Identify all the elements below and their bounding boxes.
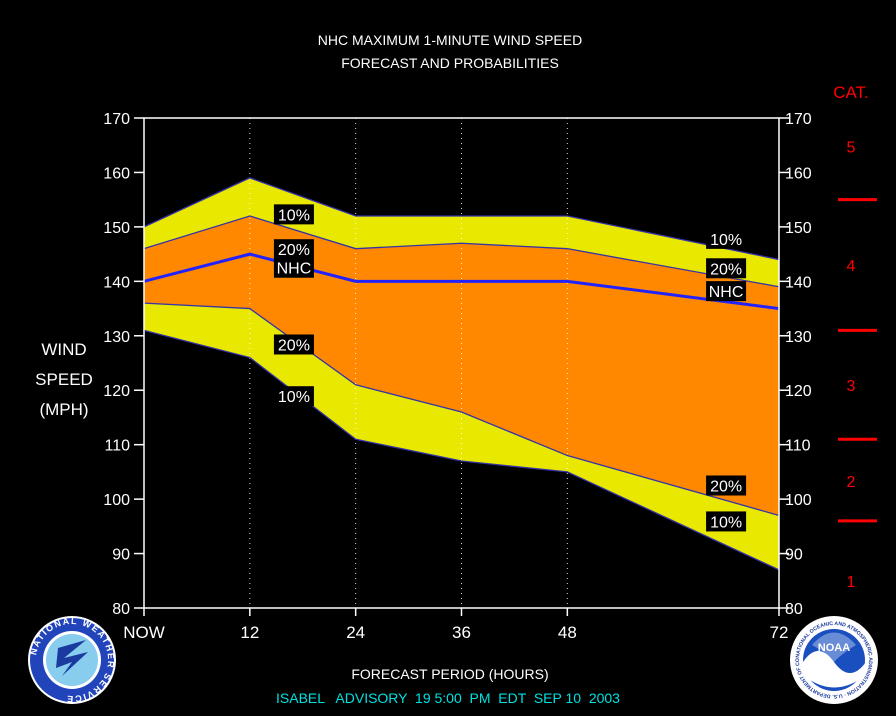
y-tick-label-left-160: 160 (103, 165, 130, 182)
y-tick-label-left-140: 140 (103, 274, 130, 291)
x-tick-label-12: 12 (240, 623, 259, 642)
series-label-text-3: 20% (278, 337, 310, 354)
category-scale: CAT. 1 2 3 4 5 (833, 83, 877, 591)
series-label-box-2 (273, 257, 314, 278)
series-label-box-9 (706, 511, 747, 532)
y-axis-label-line-1: WIND (41, 340, 86, 359)
series-label-box-8 (706, 475, 747, 496)
series-label-text-6: 20% (710, 261, 742, 278)
series-label-text-9: 10% (710, 514, 742, 531)
series-line-3 (143, 302, 780, 517)
x-tick-label-48: 48 (558, 623, 577, 642)
y-tick-label-right-90: 90 (785, 547, 803, 564)
y-tick-label-right-160: 160 (785, 165, 812, 182)
y-tick-label-left-100: 100 (103, 492, 130, 509)
series-label-5: 10% (706, 228, 747, 249)
plot-area: 10% 20% NHC 20% 10% 10% 20% NHC 20% 10% (143, 118, 780, 608)
advisory-line: ISABEL ADVISORY 19 5:00 PM EDT SEP 10 20… (276, 690, 620, 706)
series-label-box-4 (273, 386, 314, 407)
category-label-4: 4 (847, 258, 856, 275)
series-label-box-7 (706, 281, 747, 302)
y-tick-label-left-170: 170 (103, 111, 130, 128)
series-label-text-4: 10% (278, 389, 310, 406)
series-label-4: 10% (273, 386, 314, 407)
series-label-box-5 (706, 228, 747, 249)
category-label-5: 5 (847, 139, 856, 156)
series-label-box-0 (273, 204, 314, 225)
y-tick-label-right-120: 120 (785, 383, 812, 400)
series-label-box-6 (706, 258, 747, 279)
y-tick-label-right-130: 130 (785, 329, 812, 346)
band-inner-20-20 (144, 216, 779, 516)
series-label-1: 20% (273, 239, 314, 260)
series-label-0: 10% (273, 204, 314, 225)
y-tick-label-right-80: 80 (785, 601, 803, 618)
series-label-text-7: NHC (709, 284, 744, 301)
y-tick-label-left-80: 80 (112, 601, 130, 618)
category-label-3: 3 (847, 378, 856, 395)
y-tick-label-left-130: 130 (103, 329, 130, 346)
y-tick-label-left-150: 150 (103, 220, 130, 237)
series-line-1 (143, 215, 780, 288)
series-label-6: 20% (706, 258, 747, 279)
series-label-text-5: 10% (710, 232, 742, 249)
y-axis-label-line-2: SPEED (35, 370, 93, 389)
y-tick-label-left-90: 90 (112, 547, 130, 564)
y-tick-label-right-100: 100 (785, 492, 812, 509)
series-label-text-8: 20% (710, 479, 742, 496)
band-lower-20-10 (144, 303, 779, 570)
noaa-logo-text: NOAA (818, 642, 850, 654)
series-label-box-1 (273, 239, 314, 260)
nws-logo: NATIONAL WEATHER SERVICE (28, 616, 116, 704)
series-line-2 (143, 252, 780, 311)
series-line-4 (143, 329, 780, 571)
category-label-1: 1 (847, 574, 856, 591)
series-label-box-3 (273, 334, 314, 355)
y-tick-label-right-110: 110 (785, 438, 811, 455)
y-tick-label-left-110: 110 (104, 438, 130, 455)
series-label-text-2: NHC (277, 261, 312, 278)
series-label-8: 20% (706, 475, 747, 496)
series-label-2: NHC (273, 257, 314, 278)
y-tick-label-right-170: 170 (785, 111, 812, 128)
y-tick-label-right-140: 140 (785, 274, 812, 291)
series-label-text-0: 10% (278, 207, 310, 224)
chart-title: NHC MAXIMUM 1-MINUTE WIND SPEED (318, 32, 582, 48)
y-tick-label-left-120: 120 (103, 383, 130, 400)
series-label-3: 20% (273, 334, 314, 355)
x-tick-label-24: 24 (346, 623, 365, 642)
y-axis-label-line-3: (MPH) (39, 400, 88, 419)
x-tick-label-72: 72 (770, 623, 789, 642)
y-axis: 80 80 90 90 100 100 110 110 120 120 130 130 140 140 15… (103, 111, 812, 618)
category-label-2: 2 (847, 474, 856, 491)
series-label-text-1: 20% (278, 242, 310, 259)
x-tick-label-NOW: NOW (123, 623, 165, 642)
x-axis: NOW 12 24 36 48 72 (123, 608, 788, 642)
category-title: CAT. (833, 83, 869, 102)
chart-subtitle: FORECAST AND PROBABILITIES (341, 55, 559, 71)
series-line-0 (143, 177, 780, 261)
series-label-9: 10% (706, 511, 747, 532)
x-axis-label: FORECAST PERIOD (HOURS) (351, 666, 548, 682)
y-tick-label-right-150: 150 (785, 220, 812, 237)
x-tick-label-36: 36 (452, 623, 471, 642)
series-label-7: NHC (706, 281, 747, 302)
